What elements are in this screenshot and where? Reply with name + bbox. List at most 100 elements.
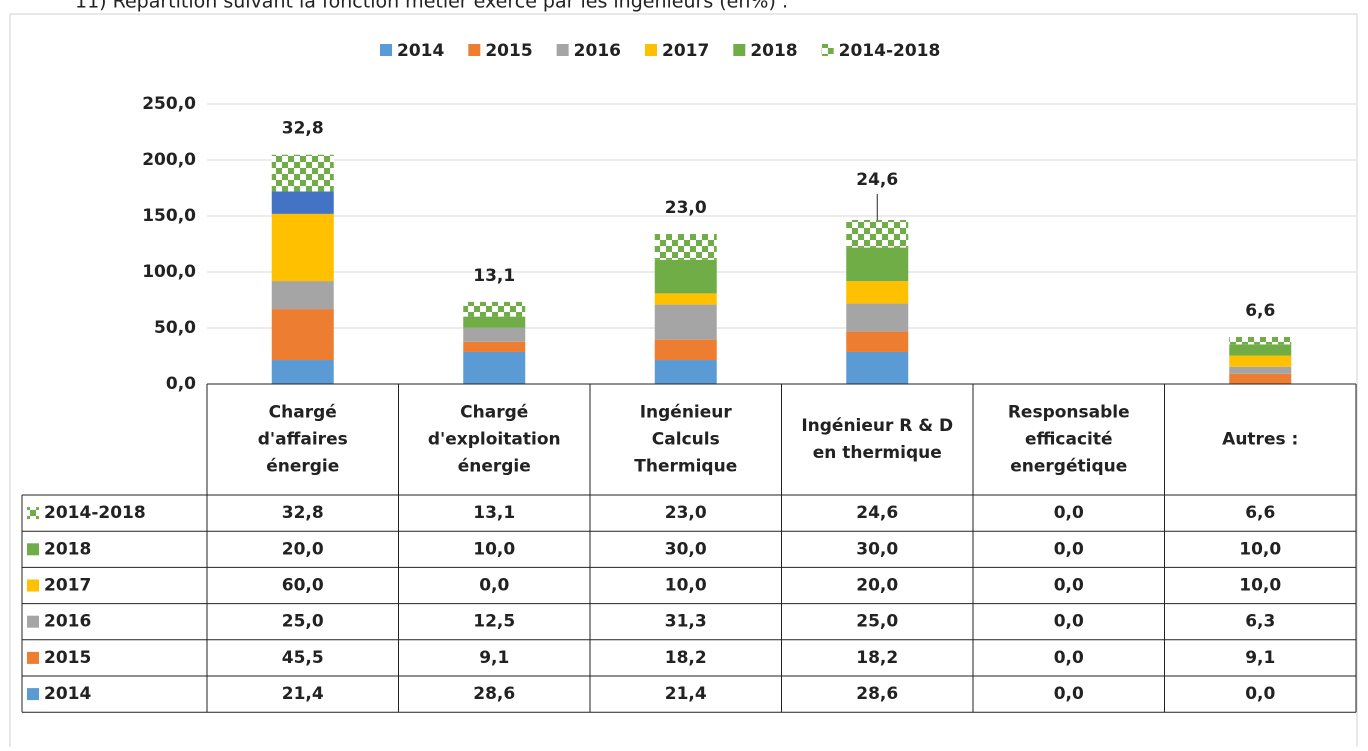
data-label: 24,6 [856,170,898,190]
x-tick-label: Responsable efficacité energétique [1008,403,1130,477]
legend-swatch [556,44,569,56]
bar-segment [271,281,334,310]
bar-segment [1229,344,1292,356]
table-cell: 0,0 [1245,684,1275,704]
y-tick-label: 50,0 [154,318,196,338]
legend-label: 2014-2018 [839,41,941,61]
table-cell: 9,1 [1245,648,1275,668]
bar-segment [271,360,334,384]
table-cell: 10,0 [1239,576,1281,596]
bar-segment [846,281,909,304]
table-cell: 45,5 [282,648,324,668]
x-tick-label: Ingénieur Calculs Thermique [634,403,737,477]
x-tick-label: Autres : [1222,430,1298,450]
bar-segment [271,191,334,214]
table-cell: 0,0 [1054,612,1084,632]
bar-segment [1229,373,1292,384]
table-cell: 0,0 [1054,576,1084,596]
bar-segment [846,220,909,248]
table-cell: 25,0 [856,612,898,632]
legend-label: 2016 [574,41,621,61]
table-cell: 0,0 [1054,648,1084,668]
table-cell: 23,0 [665,503,707,523]
y-tick-label: 0,0 [166,374,196,394]
table-cell: 18,2 [856,648,898,668]
bar-segment [463,301,526,317]
table-cell: 21,4 [282,684,324,704]
bar-segment [846,303,909,332]
table-cell: 28,6 [473,684,515,704]
table-cell: 12,5 [473,612,515,632]
table-legend-swatch [27,579,39,592]
chart-frame [9,13,1358,751]
table-row-label: 2015 [44,648,91,668]
bar-segment [271,154,334,192]
data-label: 32,8 [282,119,324,139]
table-cell: 0,0 [1054,684,1084,704]
bar-segment [846,351,909,384]
bar-segment [846,331,909,352]
legend-swatch [380,44,392,56]
legend-swatch [644,44,657,56]
bar-segment [846,247,909,282]
bar-segment [654,360,717,384]
table-cell: 10,0 [1239,539,1281,559]
legend-label: 2014 [397,41,444,61]
table-row-label: 2017 [44,576,91,596]
x-tick-label: Chargé d'affaires énergie [258,403,348,477]
table-cell: 9,1 [479,648,509,668]
table-cell: 6,3 [1245,612,1275,632]
bar-segment [654,293,717,305]
bar-segment [1229,355,1292,367]
data-label: 23,0 [665,198,707,218]
bar-segment [271,309,334,361]
bar-segment [463,351,526,384]
table-cell: 6,6 [1245,503,1275,523]
y-tick-label: 100,0 [142,262,196,282]
table-cell: 30,0 [856,539,898,559]
table-row-label: 2016 [44,612,91,632]
data-label: 6,6 [1245,301,1275,321]
table-legend-swatch [27,688,39,701]
legend-label: 2017 [662,41,709,61]
legend-swatch [733,44,746,56]
bar-segment [1229,366,1292,374]
table-cell: 0,0 [479,576,509,596]
y-tick-label: 250,0 [142,94,196,114]
data-label: 13,1 [473,266,515,286]
table-cell: 28,6 [856,684,898,704]
bar-segment [654,339,717,361]
x-tick-label: Chargé d'exploitation énergie [428,403,561,477]
legend-label: 2018 [750,41,797,61]
bar-segment [1229,336,1292,345]
legend-label: 2015 [485,41,532,61]
chart-title: 11) Répartition suivant la fonction méti… [75,0,788,13]
legend-swatch [821,44,834,56]
table-row-label: 2014-2018 [44,503,146,523]
table-cell: 0,0 [1054,539,1084,559]
bar-segment [271,213,334,282]
table-cell: 24,6 [856,503,898,523]
table-legend-swatch [27,651,39,664]
bar-segment [463,341,526,352]
table-cell: 18,2 [665,648,707,668]
table-cell: 30,0 [665,539,707,559]
table-cell: 10,0 [665,576,707,596]
table-row-label: 2018 [44,539,91,559]
table-cell: 20,0 [856,576,898,596]
table-row-label: 2014 [44,684,91,704]
table-legend-swatch [27,507,39,520]
table-cell: 10,0 [473,539,515,559]
table-legend-swatch [27,543,39,556]
table-cell: 32,8 [282,503,324,523]
table-cell: 0,0 [1054,503,1084,523]
table-cell: 31,3 [665,612,707,632]
y-tick-label: 150,0 [142,206,196,226]
table-cell: 25,0 [282,612,324,632]
table-cell: 20,0 [282,539,324,559]
table-legend-swatch [27,615,39,628]
bar-segment [654,234,717,260]
